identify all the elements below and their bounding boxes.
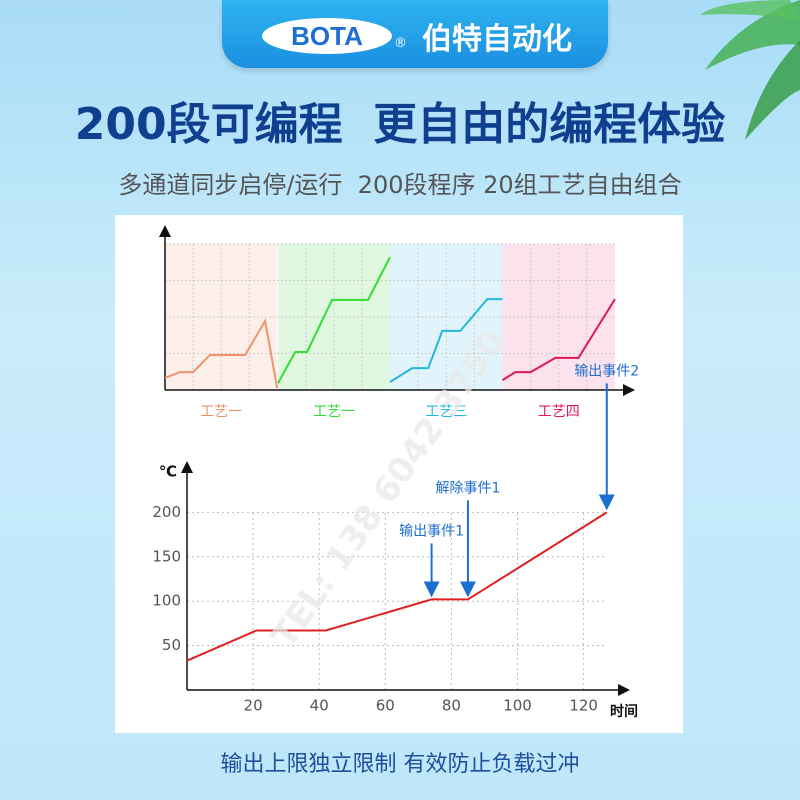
series-line: [389, 298, 503, 383]
x-tick-label: 20: [244, 697, 263, 715]
x-tick-label: 60: [376, 697, 395, 715]
legend-label: 工艺一: [200, 404, 242, 420]
x-tick-label: 100: [503, 697, 532, 715]
title: 200段可编程 更自由的编程体验: [74, 99, 726, 150]
series-line: [501, 298, 616, 381]
y-tick-label: 50: [162, 636, 181, 654]
y-axis-label: ℃: [159, 463, 177, 481]
annotation-label: 输出事件2: [574, 363, 639, 379]
legend-label: 工艺一: [313, 404, 355, 420]
annotation-label: 输出事件1: [399, 523, 464, 539]
y-tick-label: 200: [152, 503, 181, 521]
series-line: [164, 318, 279, 389]
y-tick-label: 100: [152, 592, 181, 610]
x-tick-label: 40: [310, 697, 329, 715]
x-tick-label: 80: [442, 697, 461, 715]
legend-label: 工艺四: [538, 404, 580, 420]
subtitle: 多通道同步启停/运行 200段程序 20组工艺自由组合: [118, 171, 682, 199]
legend-label: 工艺三: [425, 404, 467, 420]
x-axis-label: 时间: [610, 703, 638, 720]
annotation-label: 解除事件1: [435, 480, 500, 496]
brand: 伯特自动化: [422, 22, 572, 57]
series-line: [186, 511, 608, 662]
y-tick-label: 150: [152, 547, 181, 565]
series-line: [277, 256, 391, 384]
x-tick-label: 120: [569, 697, 598, 715]
footer: 输出上限独立限制 有效防止负载过冲: [220, 752, 580, 777]
logo: BOTA: [262, 18, 392, 54]
banner: BOTA ® 伯特自动化: [222, 0, 608, 68]
registered-mark: ®: [394, 36, 407, 51]
